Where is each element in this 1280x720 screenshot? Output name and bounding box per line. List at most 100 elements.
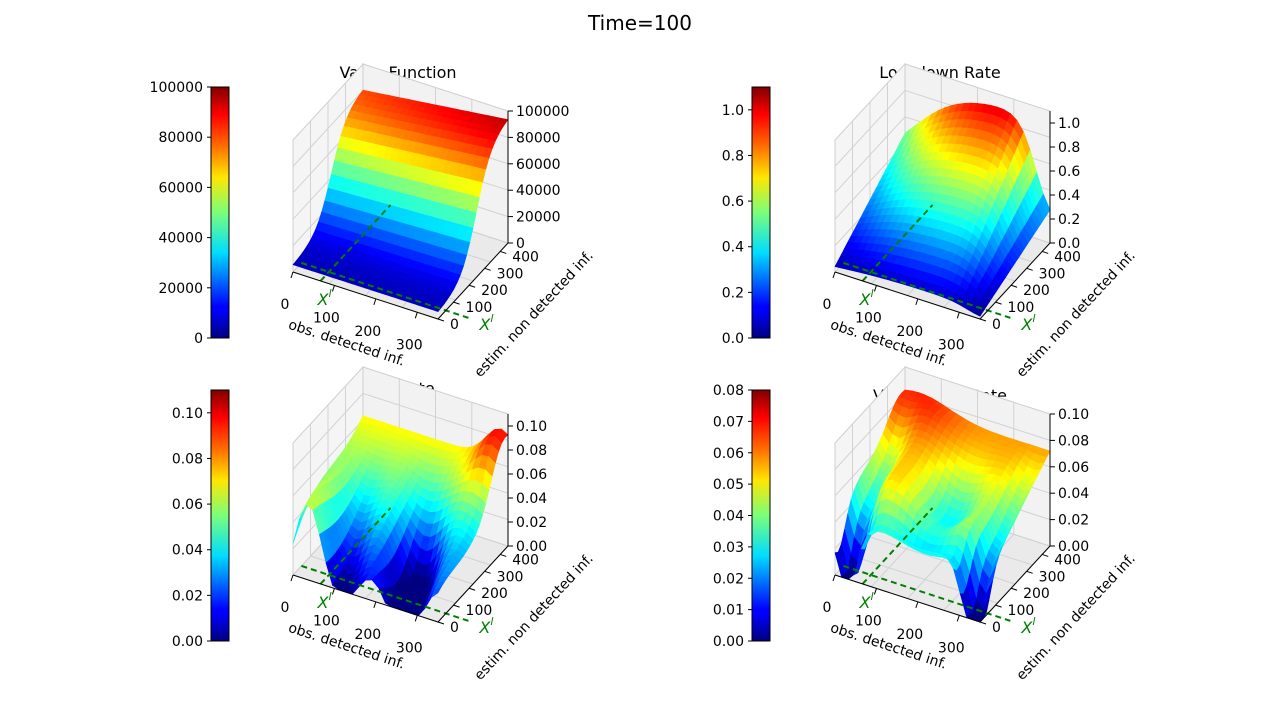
- y-tick-mark: [468, 587, 476, 591]
- z-tick-label: 0.00: [1058, 539, 1089, 555]
- x-tick-label: 100: [313, 613, 340, 629]
- colorbar-tick-label: 40000: [158, 231, 203, 247]
- x-tick-label: 300: [396, 337, 423, 353]
- y-tick-label: 400: [1054, 552, 1081, 568]
- y-tick-label: 0: [992, 317, 1001, 333]
- x-tick-mark: [915, 298, 919, 306]
- z-tick-label: 80000: [516, 130, 561, 146]
- colorbar: [751, 86, 771, 339]
- y-tick-label: 300: [1039, 266, 1066, 282]
- colorbar-tick-label: 0.0: [722, 331, 744, 347]
- x-tick-mark: [956, 312, 960, 319]
- colorbar-tick-label: 0.08: [713, 383, 744, 399]
- colorbar-tick-label: 0.03: [713, 540, 744, 556]
- colorbar-tick-label: 0.2: [722, 285, 744, 301]
- z-tick-label: 40000: [516, 183, 561, 199]
- y-tick-mark: [979, 318, 987, 322]
- panels: Value Function02000040000600008000010000…: [150, 62, 1139, 684]
- colorbar-tick-label: 0.10: [172, 406, 203, 422]
- marker-line-x: [319, 204, 392, 282]
- y-tick-label: 300: [497, 569, 524, 585]
- y-tick-mark: [437, 621, 445, 625]
- x-tick-label: 100: [313, 310, 340, 326]
- x-tick-label: 200: [896, 627, 923, 643]
- colorbar-tick-label: 60000: [158, 180, 203, 196]
- y-tick-mark: [1010, 587, 1018, 591]
- y-tick-mark: [979, 621, 987, 625]
- x-tick-mark: [290, 271, 294, 279]
- y-tick-mark: [1026, 267, 1033, 271]
- y-tick-label: 200: [481, 586, 508, 602]
- y-tick-label: 100: [1008, 300, 1035, 316]
- y-tick-mark: [468, 284, 476, 288]
- z-tick-label: 0.10: [1058, 407, 1089, 423]
- x-tick-label: 300: [938, 337, 965, 353]
- x-tick-label: 300: [396, 640, 423, 656]
- figure-suptitle: Time=100: [587, 11, 692, 35]
- x-axis-label: obs. detected inf.: [286, 620, 407, 673]
- z-tick-label: 0.0: [1058, 236, 1080, 252]
- z-tick-label: 60000: [516, 157, 561, 173]
- y-tick-label: 400: [512, 249, 539, 265]
- y-tick-label: 0: [450, 317, 459, 333]
- marker-label-y: Xl: [1020, 312, 1035, 334]
- colorbar: [751, 389, 771, 642]
- z-tick-label: 0.08: [516, 443, 547, 459]
- y-tick-label: 0: [992, 620, 1001, 636]
- marker-line-x: [861, 507, 934, 585]
- z-tick-label: 0.10: [516, 419, 547, 435]
- y-tick-mark: [500, 250, 507, 254]
- panel-vaccination: Vaccination Rate0.000.010.020.030.040.05…: [713, 365, 1139, 684]
- z-tick-label: 0.04: [516, 491, 547, 507]
- y-tick-mark: [995, 301, 1002, 305]
- marker-label-y: Xl: [478, 615, 493, 637]
- surface: [292, 415, 509, 616]
- panel-value: Value Function02000040000600008000010000…: [150, 62, 597, 381]
- y-tick-mark: [453, 604, 460, 608]
- x-tick-mark: [915, 601, 919, 609]
- x-tick-mark: [373, 298, 377, 306]
- x-tick-mark: [956, 615, 960, 622]
- x-tick-mark: [290, 574, 294, 582]
- x-tick-label: 200: [896, 324, 923, 340]
- x-tick-mark: [373, 601, 377, 609]
- marker-label-x: Xl: [317, 590, 332, 612]
- z-tick-label: 0: [516, 236, 525, 252]
- x-axis-label: obs. detected inf.: [828, 620, 949, 673]
- marker-label-x: Xl: [859, 287, 874, 309]
- colorbar-tick-label: 0.4: [722, 240, 744, 256]
- x-axis-label: obs. detected inf.: [286, 317, 407, 370]
- colorbar-tick-label: 0.05: [713, 477, 744, 493]
- x-tick-mark: [414, 615, 418, 622]
- x-tick-label: 200: [354, 627, 381, 643]
- x-tick-label: 0: [281, 600, 290, 616]
- colorbar-tick-label: 0.06: [172, 497, 203, 513]
- z-tick-label: 0.4: [1058, 188, 1080, 204]
- z-tick-label: 0.8: [1058, 140, 1080, 156]
- y-tick-label: 400: [1054, 249, 1081, 265]
- y-tick-label: 100: [466, 300, 493, 316]
- y-tick-mark: [1042, 250, 1049, 254]
- y-tick-mark: [437, 318, 445, 322]
- x-tick-mark: [331, 588, 335, 595]
- y-tick-mark: [1042, 553, 1049, 557]
- z-tick-label: 0.08: [1058, 433, 1089, 449]
- y-tick-label: 300: [497, 266, 524, 282]
- colorbar-tick-label: 0.8: [722, 148, 744, 164]
- marker-label-x: Xl: [317, 287, 332, 309]
- z-tick-label: 100000: [516, 104, 569, 120]
- colorbar-tick-label: 0.02: [172, 588, 203, 604]
- y-tick-label: 100: [1008, 603, 1035, 619]
- x-tick-label: 0: [823, 297, 832, 313]
- colorbar-tick-label: 0.04: [713, 509, 744, 525]
- colorbar-tick-label: 0.08: [172, 451, 203, 467]
- y-tick-mark: [484, 570, 491, 574]
- surface: [292, 89, 509, 312]
- z-tick-label: 0.06: [1058, 460, 1089, 476]
- x-tick-mark: [832, 271, 836, 279]
- panel-test: Test Rate0.000.020.040.060.080.10XlXl010…: [172, 365, 597, 684]
- x-tick-mark: [414, 312, 418, 319]
- y-tick-mark: [484, 267, 491, 271]
- x-axis-label: obs. detected inf.: [828, 317, 949, 370]
- surface: [834, 102, 1051, 317]
